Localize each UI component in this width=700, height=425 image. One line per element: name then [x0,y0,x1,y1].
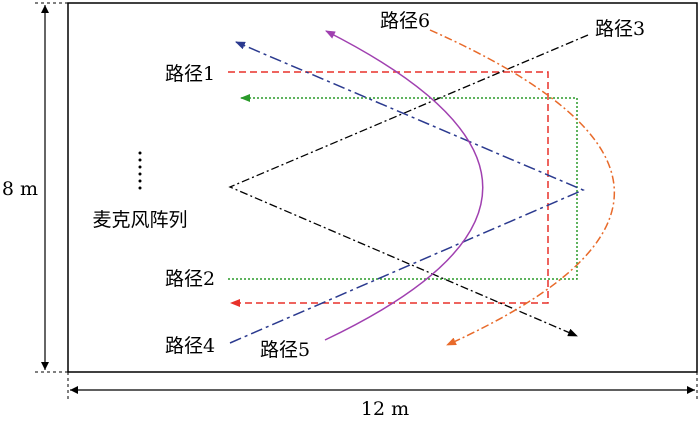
label-background [3,178,39,202]
path-label: 路径2 [165,268,215,290]
width-label: 12 m [361,398,409,420]
room-boundary [67,2,698,373]
path-1 [228,71,549,307]
path-5 [324,30,484,341]
path-label: 路径3 [595,18,645,40]
path-3 [228,34,589,337]
path-label: 路径6 [380,10,430,32]
path-label: 路径1 [165,63,215,85]
path-6 [429,29,616,346]
path-label: 路径5 [260,339,310,361]
path-label: 路径4 [165,335,215,357]
path-2 [228,94,578,280]
microphone-dots [138,151,142,190]
dimension-extensions [35,2,698,400]
path-4 [229,41,585,344]
microphone-label: 麦克风阵列 [92,209,187,231]
height-label: 8 m [2,178,38,200]
